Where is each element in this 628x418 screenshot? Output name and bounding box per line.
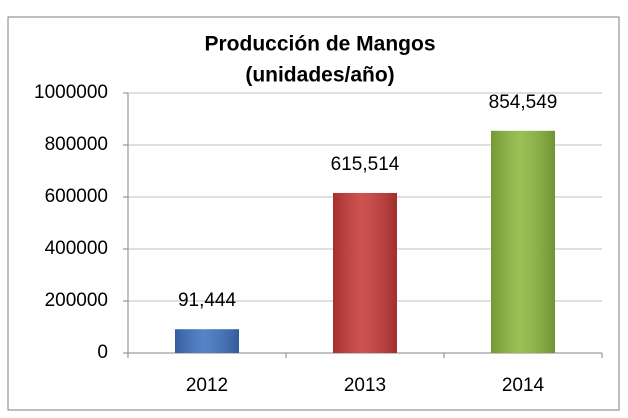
chart-title: Producción de Mangos: [204, 33, 435, 56]
data-label: 615,514: [331, 154, 400, 175]
bar-shade: [333, 192, 397, 353]
y-tick-label: 800000: [45, 134, 108, 155]
x-tick-label: 2012: [186, 375, 228, 396]
y-tick-label: 200000: [45, 290, 108, 311]
data-label: 91,444: [178, 290, 237, 311]
y-tick-label: 600000: [45, 186, 108, 207]
x-tick-label: 2013: [344, 375, 386, 396]
chart-title: (unidades/año): [245, 64, 394, 87]
data-label: 854,549: [489, 92, 558, 113]
y-tick-label: 0: [97, 342, 108, 363]
bar-shade: [491, 130, 555, 353]
bar-shade: [175, 329, 239, 353]
x-tick-label: 2014: [502, 375, 545, 396]
y-tick-label: 1000000: [34, 82, 108, 103]
y-tick-label: 400000: [45, 238, 108, 259]
